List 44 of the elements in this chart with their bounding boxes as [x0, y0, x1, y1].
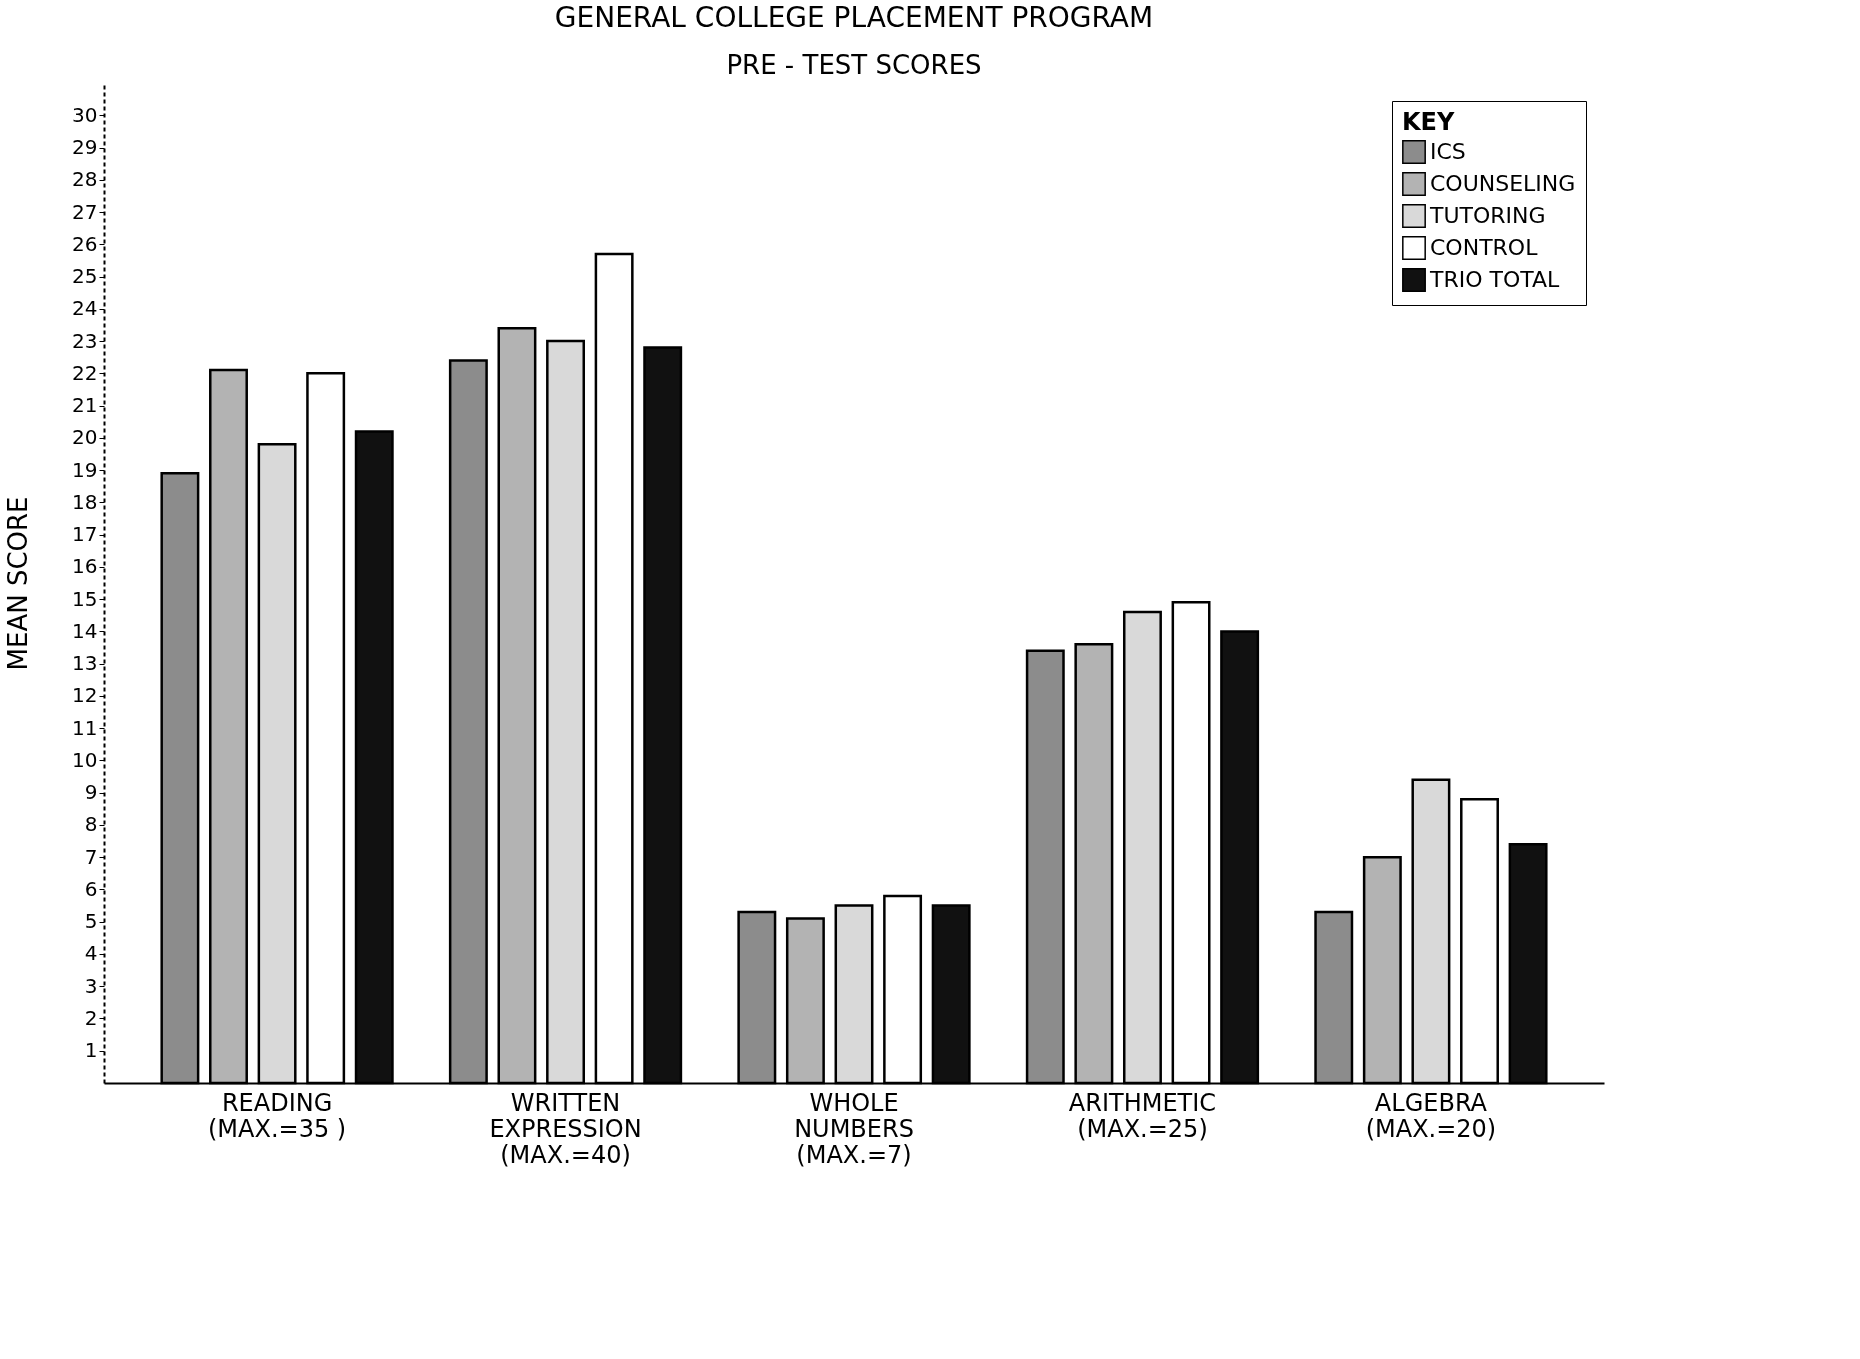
y-tick-label: 9: [84, 780, 98, 805]
y-tick-label: 26: [72, 231, 98, 256]
y-tick-label: 25: [72, 264, 98, 289]
y-axis-title: MEAN SCORE: [3, 496, 34, 671]
y-tick-label: 14: [72, 618, 98, 643]
y-tick-label: 28: [72, 167, 98, 192]
y-tick-label: 15: [72, 586, 98, 611]
x-tick-label: ALGEBRA (MAX.=20): [1365, 1088, 1497, 1143]
y-tick-label: 4: [84, 941, 98, 966]
x-tick-label: WHOLE NUMBERS (MAX.=7): [794, 1088, 914, 1169]
y-tick-label: 22: [72, 360, 98, 385]
y-tick-label: 10: [72, 747, 98, 772]
legend-title: KEY: [1402, 108, 1455, 136]
y-tick-label: 20: [72, 425, 98, 450]
y-tick-label: 5: [84, 909, 98, 934]
legend-label: CONTROL: [1430, 235, 1539, 260]
y-tick-label: 30: [72, 102, 98, 127]
y-tick-label: 29: [72, 135, 98, 160]
y-tick-label: 24: [72, 296, 98, 321]
y-tick-label: 27: [72, 199, 98, 224]
x-tick-label: READING (MAX.=35 ): [207, 1088, 347, 1143]
legend-label: ICS: [1430, 139, 1466, 164]
y-tick-label: 16: [72, 554, 98, 579]
y-tick-label: 6: [84, 876, 98, 901]
y-tick-label: 13: [72, 651, 98, 676]
y-tick-label: 11: [72, 715, 98, 740]
y-tick-label: 18: [72, 489, 98, 514]
x-tick-label: ARITHMETIC (MAX.=25): [1068, 1088, 1217, 1143]
y-tick-label: 19: [72, 457, 98, 482]
y-tick-label: 1: [84, 1038, 98, 1063]
legend-label: COUNSELING: [1430, 171, 1576, 196]
x-tick-label: WRITTEN EXPRESSION (MAX.=40): [489, 1088, 642, 1169]
y-tick-label: 8: [84, 812, 98, 837]
y-tick-label: 12: [72, 683, 98, 708]
legend-label: TUTORING: [1429, 203, 1546, 228]
y-tick-label: 3: [84, 973, 98, 998]
y-tick-label: 23: [72, 328, 98, 353]
legend-label: TRIO TOTAL: [1429, 267, 1561, 292]
y-tick-label: 7: [84, 844, 98, 869]
y-tick-label: 17: [72, 522, 98, 547]
y-tick-label: 2: [84, 1005, 98, 1030]
chart-subtitle: PRE - TEST SCORES: [726, 50, 982, 80]
chart-title: GENERAL COLLEGE PLACEMENT PROGRAM: [554, 1, 1154, 34]
y-tick-label: 21: [72, 393, 98, 418]
